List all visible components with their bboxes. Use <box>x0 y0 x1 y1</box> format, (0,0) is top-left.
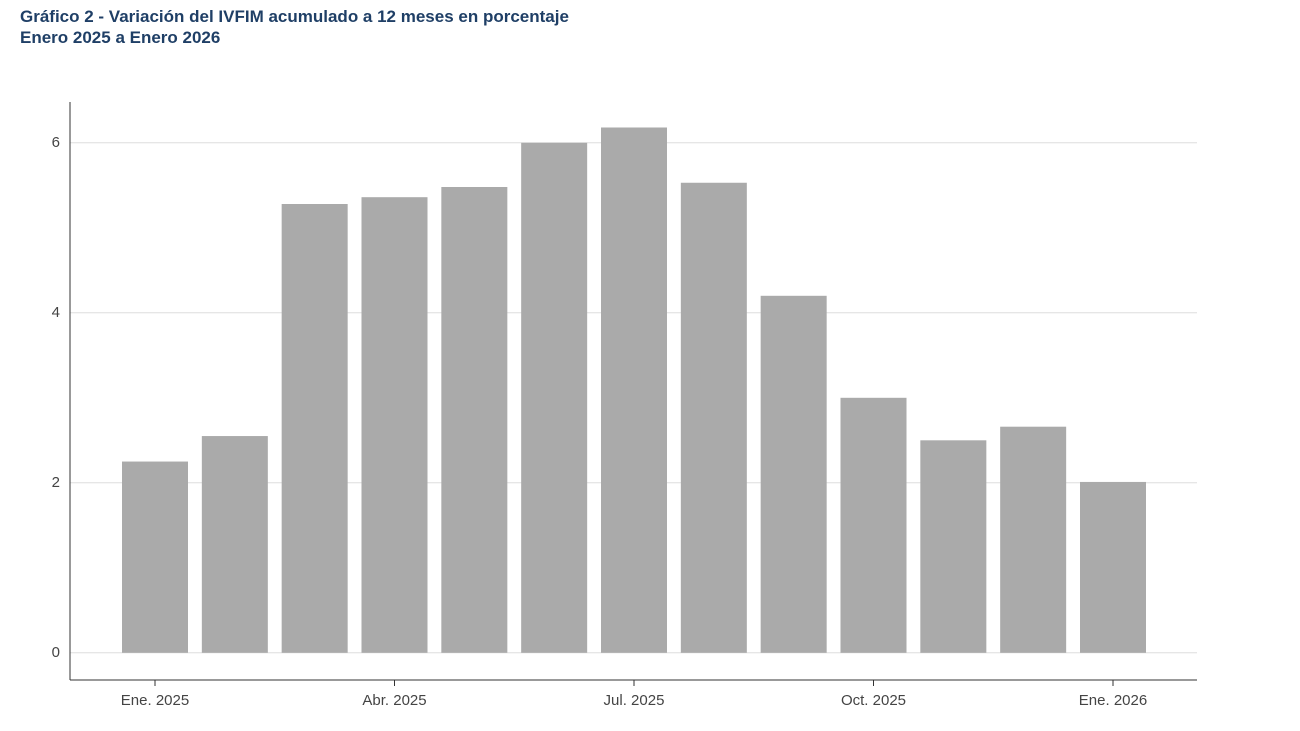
x-tick-label: Jul. 2025 <box>604 692 665 709</box>
y-tick-label: 2 <box>52 474 60 491</box>
bar <box>1080 481 1146 653</box>
bar <box>281 204 348 653</box>
bar <box>601 127 667 653</box>
x-tick-label: Ene. 2026 <box>1079 692 1147 709</box>
bar <box>760 295 827 653</box>
y-tick-label: 6 <box>52 134 60 151</box>
bar <box>201 436 268 653</box>
bar <box>1000 426 1067 653</box>
bar <box>361 197 428 653</box>
bar <box>840 397 907 653</box>
x-tick-label: Abr. 2025 <box>362 692 426 709</box>
x-tick-label: Oct. 2025 <box>841 692 906 709</box>
x-tick-label: Ene. 2025 <box>121 692 189 709</box>
y-tick-label: 4 <box>52 304 60 321</box>
bar <box>521 142 588 653</box>
bar <box>920 440 987 653</box>
chart-title: Gráfico 2 - Variación del IVFIM acumulad… <box>20 7 569 26</box>
y-tick-label: 0 <box>52 644 60 661</box>
bar <box>441 187 508 653</box>
chart-subtitle: Enero 2025 a Enero 2026 <box>20 28 220 47</box>
bar <box>122 461 188 653</box>
bar <box>680 182 747 653</box>
